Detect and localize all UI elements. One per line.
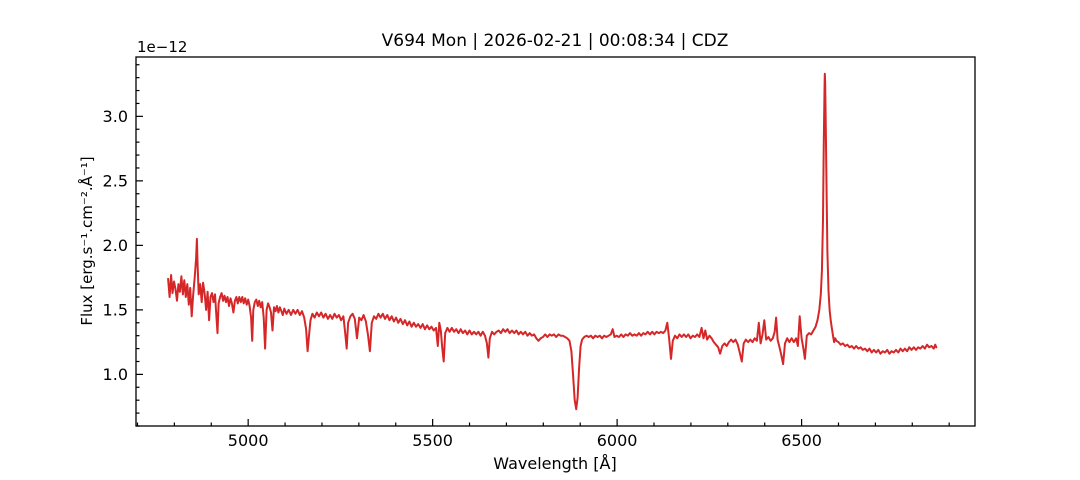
y-tick-label: 2.0 — [103, 236, 128, 255]
y-tick-label: 3.0 — [103, 107, 128, 126]
spectrum-line — [167, 72, 938, 411]
x-tick-label: 5500 — [412, 431, 453, 450]
chart-title: V694 Mon | 2026-02-21 | 00:08:34 | CDZ — [382, 31, 729, 51]
axes-box — [135, 56, 976, 427]
x-tick-label: 6500 — [781, 431, 822, 450]
x-axis-label: Wavelength [Å] — [493, 454, 616, 473]
x-tick-label: 6000 — [597, 431, 638, 450]
x-tick-label: 5000 — [228, 431, 269, 450]
y-tick-label: 2.5 — [103, 171, 128, 190]
y-axis-label: Flux [erg.s⁻¹.cm⁻².Å⁻¹] — [77, 156, 96, 325]
y-tick-label: 1.0 — [103, 365, 128, 384]
y-tick-label: 1.5 — [103, 300, 128, 319]
axis-tick-labels: 5000 5500 6000 6500 1.0 1.5 2.0 2.5 3.0 — [103, 107, 822, 450]
y-axis-offset-label: 1e−12 — [137, 38, 187, 56]
